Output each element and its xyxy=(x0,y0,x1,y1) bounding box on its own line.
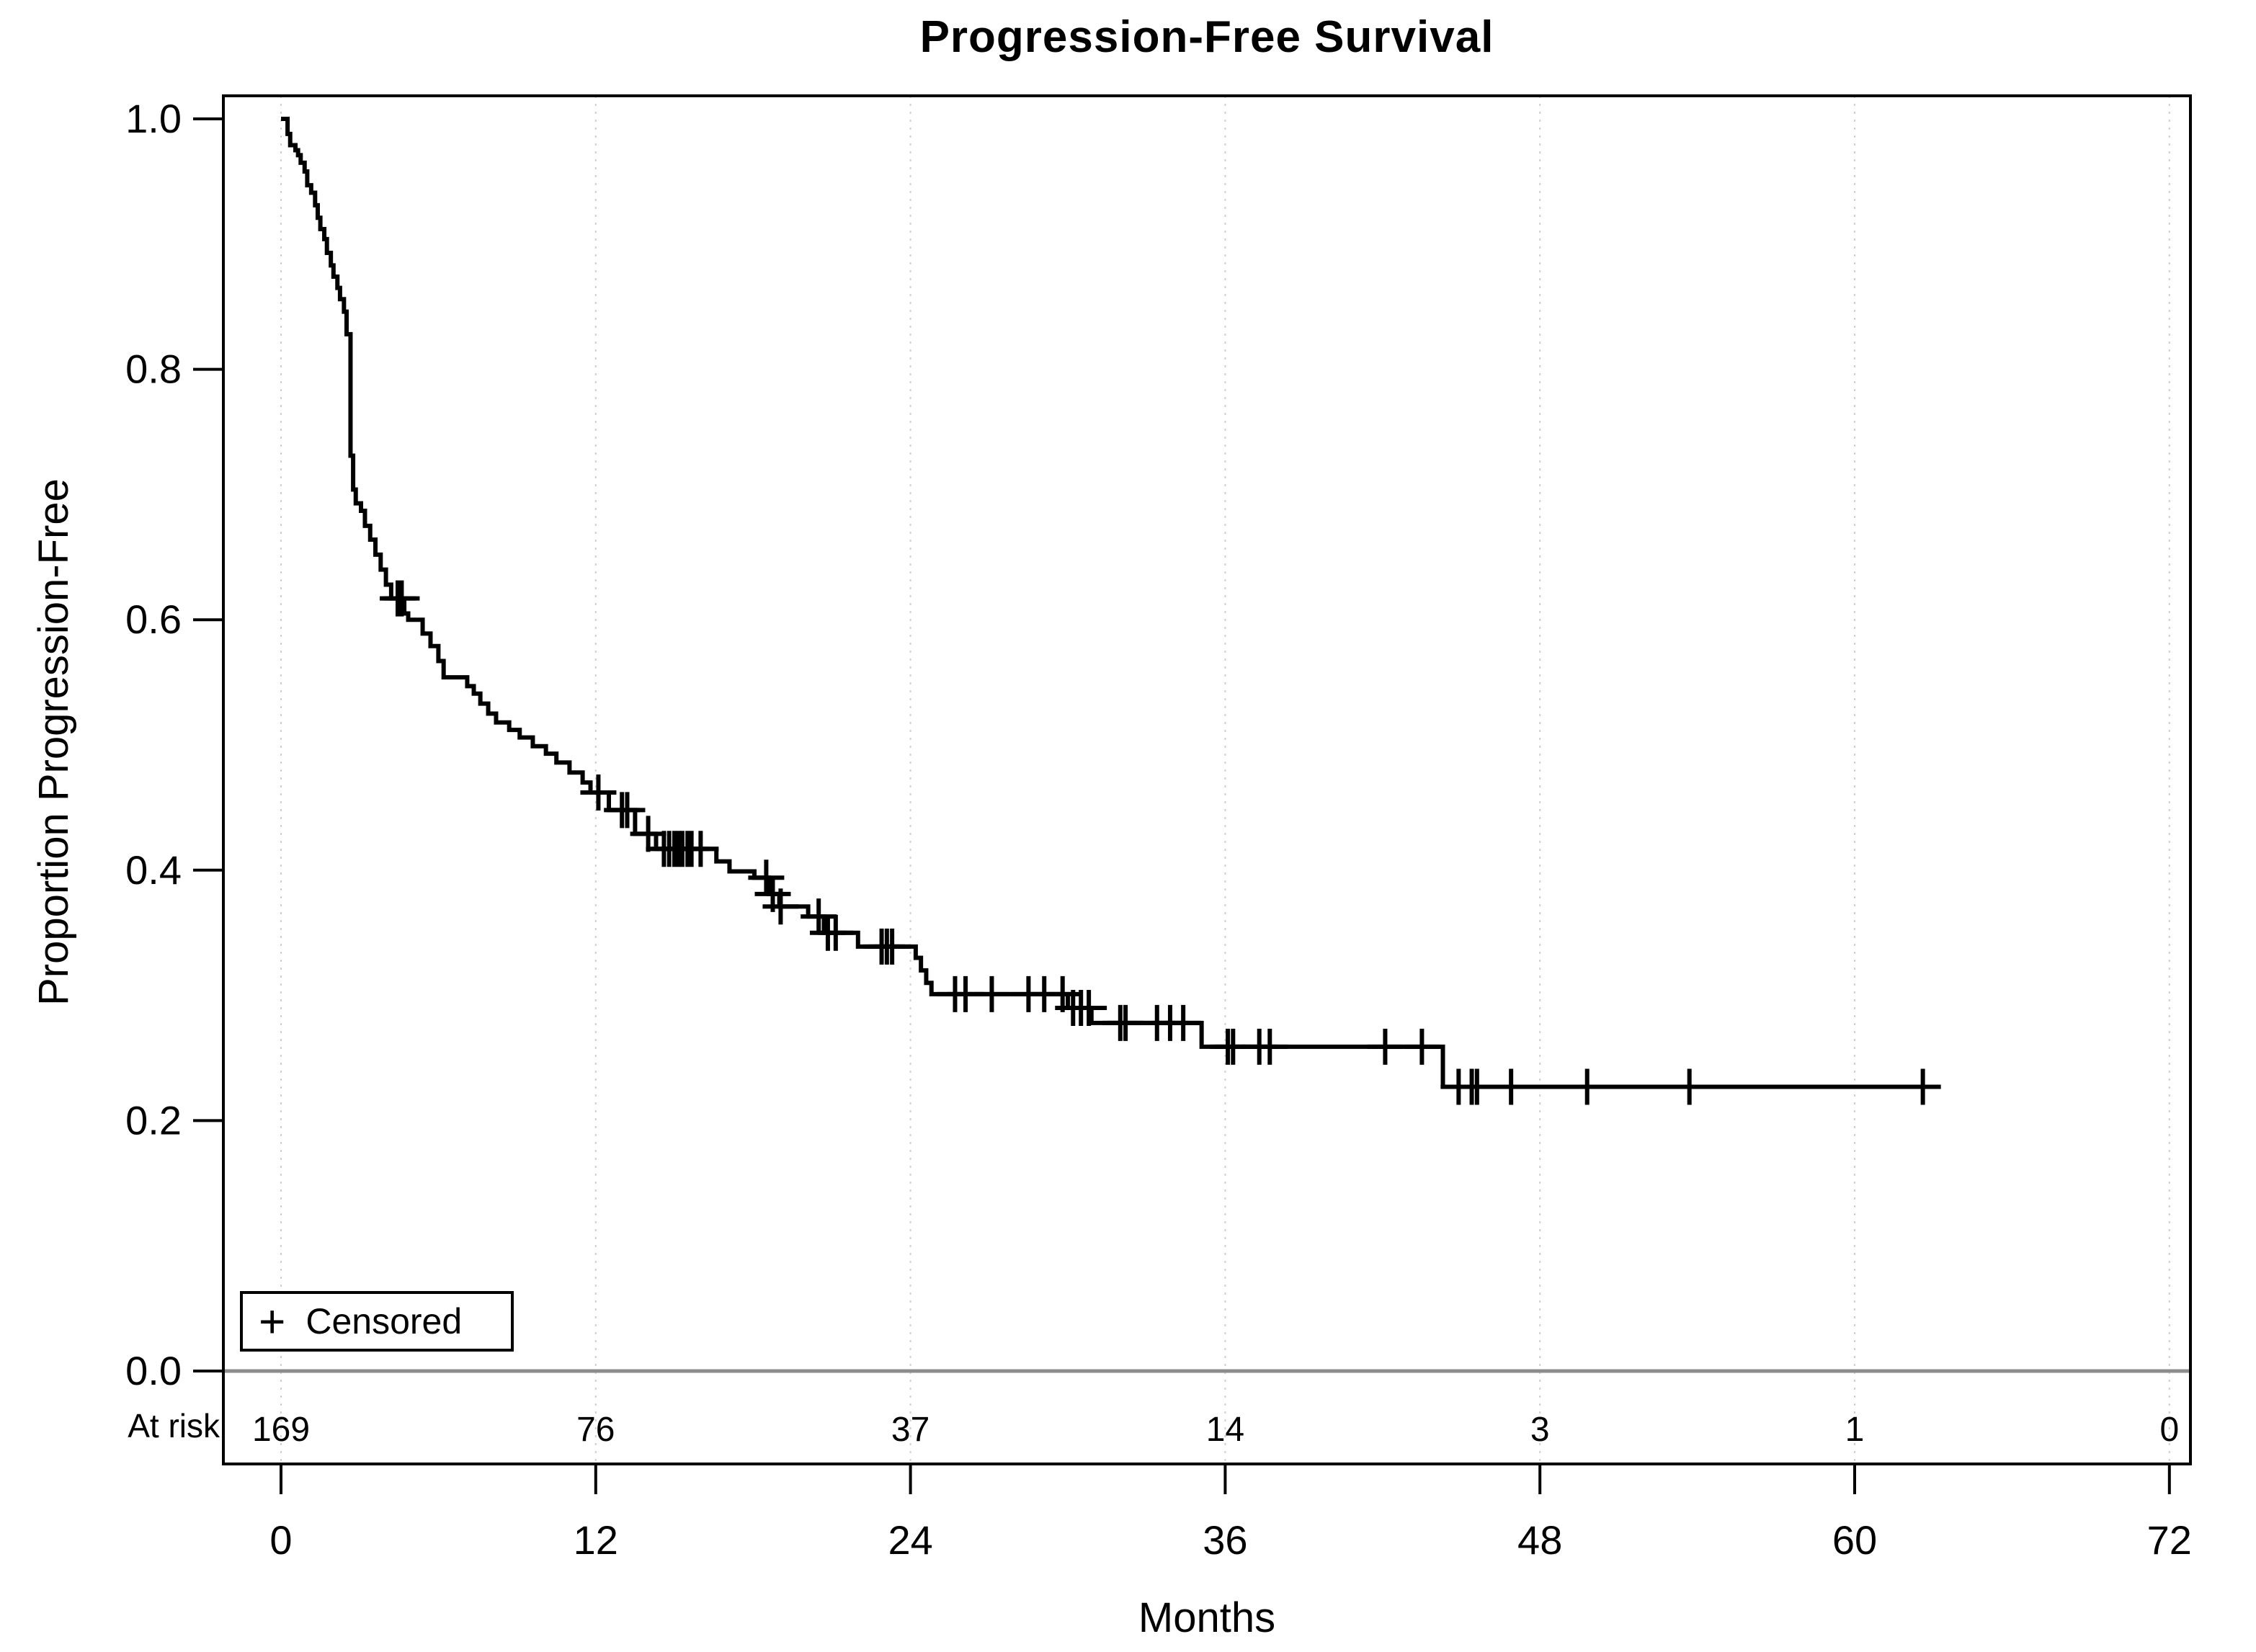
censor-plus-icon xyxy=(1458,1068,1495,1105)
x-axis-title: Months xyxy=(1138,1594,1276,1641)
censor-plus-icon xyxy=(1671,1068,1708,1105)
svg-text:48: 48 xyxy=(1517,1517,1562,1563)
censor-marks xyxy=(379,580,1941,1105)
svg-text:0.6: 0.6 xyxy=(125,597,182,642)
censor-plus-icon xyxy=(1252,1028,1288,1065)
x-axis-ticks: 0 169 12 76 24 37 36 14 48 3 60 1 72 0 xyxy=(252,1411,2192,1563)
svg-text:0.8: 0.8 xyxy=(125,347,182,392)
svg-text:72: 72 xyxy=(2147,1517,2192,1563)
svg-text:0.0: 0.0 xyxy=(125,1348,182,1393)
svg-text:0.2: 0.2 xyxy=(125,1097,182,1143)
censor-plus-icon xyxy=(817,914,854,951)
censor-plus-icon xyxy=(682,831,719,867)
at-risk-row-label: At risk xyxy=(128,1407,220,1445)
censor-plus-icon xyxy=(1165,1004,1202,1041)
censor-plus-icon xyxy=(762,888,799,925)
censored-legend: + Censored xyxy=(240,1291,514,1352)
svg-text:36: 36 xyxy=(1203,1517,1247,1563)
censor-plus-icon xyxy=(1404,1028,1440,1065)
survival-curve xyxy=(281,117,1939,1089)
censor-plus-icon xyxy=(1904,1068,1941,1105)
svg-text:0.4: 0.4 xyxy=(125,847,182,893)
censor-plus-icon xyxy=(1569,1068,1605,1105)
at-risk-count: 37 xyxy=(891,1411,929,1449)
plot-frame xyxy=(222,94,2192,1465)
at-risk-count: 3 xyxy=(1530,1411,1550,1449)
censor-plus-icon xyxy=(1107,1004,1144,1041)
censor-plus-icon xyxy=(580,774,617,811)
censor-plus-icon xyxy=(973,975,1010,1012)
svg-text:0: 0 xyxy=(269,1517,292,1563)
censor-plus-icon xyxy=(1071,989,1107,1026)
censor-plus-icon xyxy=(748,860,785,896)
censor-plus-icon: + xyxy=(259,1295,286,1347)
svg-text:1.0: 1.0 xyxy=(125,96,182,141)
at-risk-count: 0 xyxy=(2159,1411,2179,1449)
y-axis-ticks: 1.0 0.8 0.6 0.4 0.2 0.0 xyxy=(125,96,223,1393)
chart-title: Progression-Free Survival xyxy=(919,12,1494,62)
censor-plus-icon xyxy=(1367,1028,1404,1065)
at-risk-count: 169 xyxy=(252,1411,310,1449)
censor-plus-icon xyxy=(630,816,666,852)
gridlines xyxy=(280,96,2170,1464)
censor-plus-icon xyxy=(874,928,911,965)
svg-text:12: 12 xyxy=(574,1517,618,1563)
at-risk-count: 76 xyxy=(576,1411,615,1449)
censor-plus-icon xyxy=(1493,1068,1530,1105)
svg-text:24: 24 xyxy=(888,1517,932,1563)
censor-plus-icon xyxy=(609,792,646,829)
svg-text:60: 60 xyxy=(1832,1517,1877,1563)
censored-legend-label: Censored xyxy=(306,1301,463,1341)
censor-plus-icon xyxy=(801,898,837,935)
censor-plus-icon xyxy=(383,580,420,617)
at-risk-count: 1 xyxy=(1845,1411,1865,1449)
at-risk-count: 14 xyxy=(1206,1411,1244,1449)
